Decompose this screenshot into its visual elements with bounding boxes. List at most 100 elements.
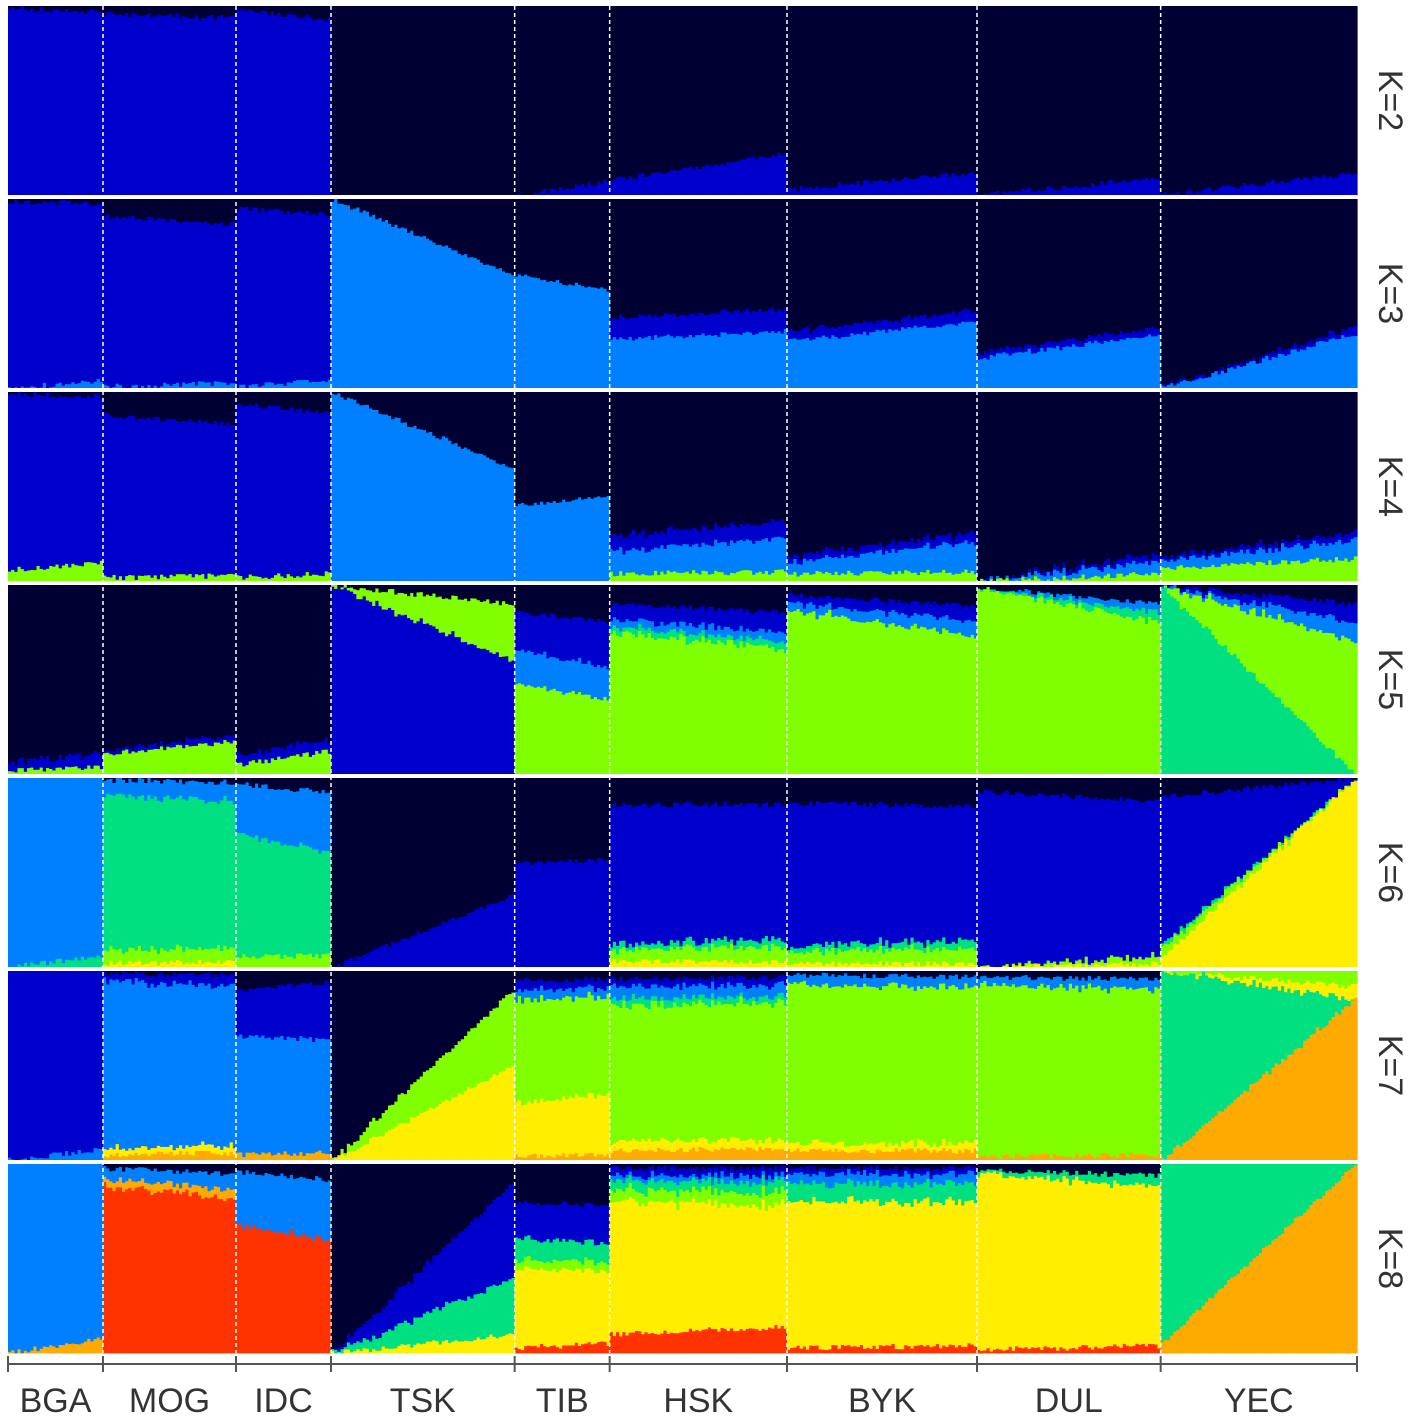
- bar-segment: [771, 330, 775, 389]
- bar-segment: [514, 683, 519, 775]
- bar-segment: [198, 19, 202, 196]
- bar-segment: [720, 199, 725, 310]
- bar-segment: [644, 336, 649, 389]
- bar-segment: [1034, 585, 1038, 595]
- bar-segment: [967, 606, 972, 620]
- bar-segment: [771, 6, 775, 156]
- bar-segment: [897, 549, 902, 572]
- bar-segment: [1040, 574, 1045, 581]
- bar-segment: [612, 6, 617, 181]
- bar-segment: [1113, 335, 1117, 342]
- bar-segment: [286, 13, 291, 196]
- bar-segment: [191, 576, 196, 582]
- bar-segment: [150, 749, 155, 775]
- bar-segment: [568, 188, 573, 196]
- bar-segment: [606, 585, 611, 625]
- bar-segment: [1277, 697, 1282, 775]
- bar-segment: [27, 585, 31, 759]
- bar-segment: [413, 596, 418, 624]
- bar-segment: [973, 585, 978, 607]
- bar-segment: [799, 611, 804, 775]
- bar-segment: [828, 392, 832, 549]
- bar-segment: [1315, 338, 1320, 342]
- bar-segment: [1233, 368, 1238, 389]
- bar-segment: [1258, 616, 1263, 684]
- bar-segment: [400, 614, 405, 775]
- bar-segment: [511, 604, 516, 661]
- bar-segment: [194, 422, 199, 575]
- bar-segment: [1087, 577, 1092, 582]
- bar-segment: [1309, 6, 1314, 180]
- bar-segment: [42, 771, 47, 775]
- bar-segment: [1338, 6, 1342, 175]
- bar-segment: [80, 199, 85, 204]
- bar-segment: [1030, 585, 1035, 595]
- bar-segment: [289, 392, 294, 408]
- bar-segment: [109, 750, 114, 755]
- bar-segment: [1129, 392, 1133, 556]
- bar-segment: [783, 328, 788, 389]
- bar-segment: [118, 750, 123, 755]
- bar-segment: [1201, 627, 1206, 775]
- bar-segment: [1252, 392, 1257, 549]
- bar-segment: [1024, 576, 1029, 580]
- bar-segment: [799, 574, 804, 582]
- bar-segment: [806, 326, 810, 338]
- bar-segment: [80, 397, 85, 567]
- bar-segment: [660, 544, 665, 572]
- bar-segment: [1271, 350, 1276, 357]
- bar-segment: [435, 199, 440, 246]
- bar-segment: [280, 585, 285, 749]
- bar-segment: [188, 585, 193, 739]
- bar-segment: [973, 638, 978, 775]
- bar-segment: [413, 622, 418, 775]
- bar-segment: [1021, 595, 1026, 775]
- bar-segment: [790, 199, 794, 330]
- bar-segment: [1065, 585, 1070, 595]
- bar-segment: [1053, 392, 1057, 565]
- bar-segment: [115, 392, 120, 418]
- bar-segment: [489, 603, 494, 653]
- bar-segment: [473, 6, 478, 196]
- bar-segment: [723, 332, 728, 389]
- bar-segment: [872, 543, 877, 554]
- bar-segment: [1328, 747, 1333, 775]
- bar-segment: [1027, 572, 1032, 579]
- bar-segment: [1119, 585, 1124, 603]
- bar-segment: [1068, 392, 1073, 570]
- bar-segment: [1097, 185, 1102, 196]
- bar-segment: [394, 392, 399, 418]
- bar-segment: [1198, 622, 1203, 775]
- bar-segment: [334, 394, 338, 582]
- bar-segment: [828, 6, 832, 189]
- bar-segment: [527, 275, 532, 389]
- bar-segment: [1312, 559, 1317, 582]
- bar-segment: [508, 467, 513, 582]
- bar-segment: [758, 308, 763, 333]
- bar-segment: [802, 597, 807, 609]
- bar-segment: [821, 187, 826, 196]
- bar-segment: [1195, 190, 1200, 196]
- bar-segment: [1141, 563, 1146, 576]
- bar-segment: [251, 405, 256, 577]
- bar-segment: [521, 585, 525, 612]
- bar-segment: [280, 409, 285, 577]
- bar-segment: [166, 221, 171, 385]
- bar-segment: [400, 6, 405, 196]
- bar-segment: [587, 694, 592, 775]
- bar-segment: [954, 543, 959, 574]
- bar-segment: [749, 612, 753, 631]
- bar-segment: [267, 15, 272, 196]
- bar-segment: [777, 199, 782, 310]
- bar-segment: [530, 392, 535, 506]
- bar-segment: [793, 187, 798, 196]
- bar-segment: [356, 6, 361, 196]
- bar-segment: [818, 604, 823, 616]
- bar-segment: [391, 585, 395, 590]
- bar-segment: [825, 187, 829, 196]
- bar-segment: [752, 645, 756, 775]
- bar-segment: [549, 689, 554, 775]
- bar-segment: [999, 591, 1003, 594]
- bar-segment: [248, 392, 253, 405]
- bar-segment: [71, 392, 76, 399]
